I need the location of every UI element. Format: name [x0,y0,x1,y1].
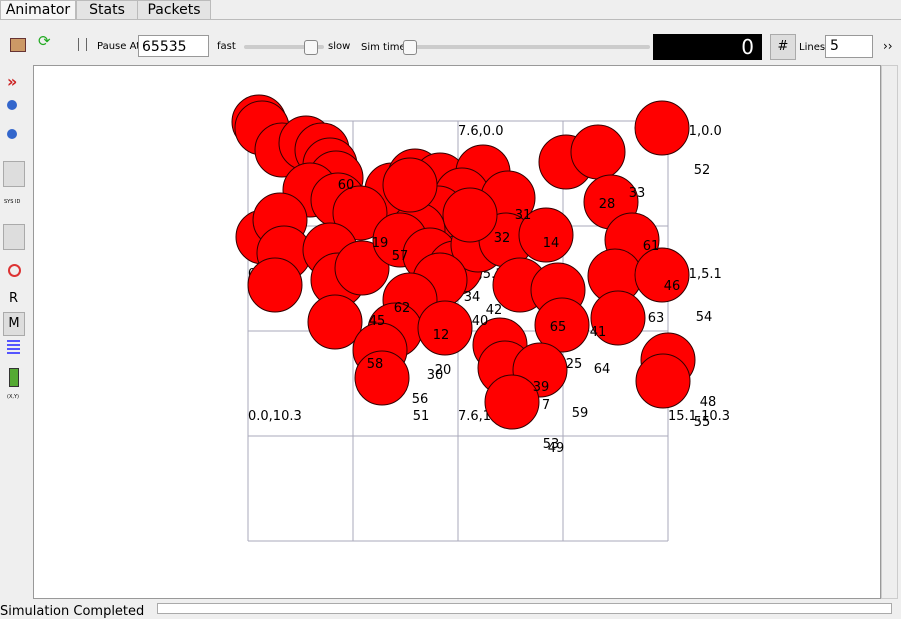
node-label: 32 [494,231,511,246]
node-label: 7 [542,398,550,413]
node-label: 51 [413,409,430,424]
more-button[interactable]: ›› [883,39,893,53]
tab[interactable]: Packets [137,0,211,20]
grid-label: 7.6,0.0 [458,124,503,139]
stop-button[interactable] [8,264,21,277]
node-label: 14 [543,236,560,251]
node-label: 33 [629,186,646,201]
node [635,353,691,409]
node [534,297,590,353]
node [247,257,303,313]
zoom-in[interactable] [7,100,17,110]
node-label: 34 [464,290,481,305]
node [417,300,473,356]
node-label: 28 [599,197,616,212]
node-label: 60 [338,178,355,193]
node-label: 57 [392,249,409,264]
status-field [157,603,892,614]
node-label: 19 [372,236,389,251]
node-label: 56 [412,392,429,407]
node [590,290,646,346]
time-slider[interactable] [404,45,650,49]
sim-time-label: Sim time [361,42,406,53]
node-label: 63 [648,311,665,326]
node-label: 20 [435,363,452,378]
pause-button[interactable] [78,38,87,51]
speed-slider[interactable] [244,45,324,49]
node-label: 65 [550,320,567,335]
node-label: 49 [548,441,565,456]
node-label: 25 [566,357,583,372]
node-label: 40 [472,314,489,329]
pause-input[interactable]: 65535 [138,35,209,57]
node-label: 30 [427,368,444,383]
lines-label: Lines [799,42,826,53]
node-label: 53 [543,437,560,452]
node-label: 64 [594,362,611,377]
m-button[interactable]: M [3,312,25,336]
grid-label: 0.0,10.3 [248,409,302,424]
tab[interactable]: Animator [0,0,76,20]
status-text: Simulation Completed [0,604,145,619]
r-button[interactable]: R [9,291,19,306]
node-label: 12 [433,328,450,343]
grid-label: 15.1,10.3 [668,409,730,424]
canvas: 0.0,0.07.6,0.015.1,0.00.0,5.17.6,5.115.1… [33,65,881,599]
lines-button[interactable] [7,340,20,356]
node-label: 58 [367,357,384,372]
expand-button[interactable]: » [7,72,18,91]
node-label: 55 [694,415,711,430]
reload-button[interactable]: ⟳ [38,32,51,50]
node-label: 45 [369,314,386,329]
sys-id-toggle[interactable]: SYS ID [4,199,21,205]
node-label: 52 [694,163,711,178]
node-label: 46 [664,279,681,294]
node-label: 59 [572,406,589,421]
xy-button[interactable]: (X,Y) [7,394,19,400]
tab[interactable]: Stats [76,0,138,20]
fast-label: fast [217,41,236,52]
battery-button[interactable] [9,368,19,387]
node [332,185,388,241]
node-label: 42 [486,303,503,318]
node-label: 31 [515,208,532,223]
open-button[interactable] [10,38,26,52]
speed-handle[interactable] [304,40,318,55]
zoom-out[interactable] [7,129,17,139]
time-handle[interactable] [403,40,417,55]
node-label: 62 [394,301,411,316]
tab-divider [0,19,901,20]
node [634,247,690,303]
node [484,374,540,430]
slow-label: slow [328,41,351,52]
lines-spinbox[interactable]: 5 [825,35,873,58]
node [442,187,498,243]
node [634,100,690,156]
node-label: 48 [700,395,717,410]
time-display: 0 [653,34,762,60]
node [334,240,390,296]
pause-label: Pause At [97,41,141,52]
node-id-toggle[interactable] [3,161,25,187]
wireless-toggle[interactable] [3,224,25,250]
node [518,207,574,263]
grid-toggle[interactable]: # [770,34,796,60]
node [570,124,626,180]
node-label: 54 [696,310,713,325]
node [354,350,410,406]
node [307,294,363,350]
scrollbar[interactable] [881,65,898,599]
node-label: 39 [533,380,550,395]
node [382,157,438,213]
node-label: 61 [643,239,660,254]
node-label: 41 [590,325,607,340]
